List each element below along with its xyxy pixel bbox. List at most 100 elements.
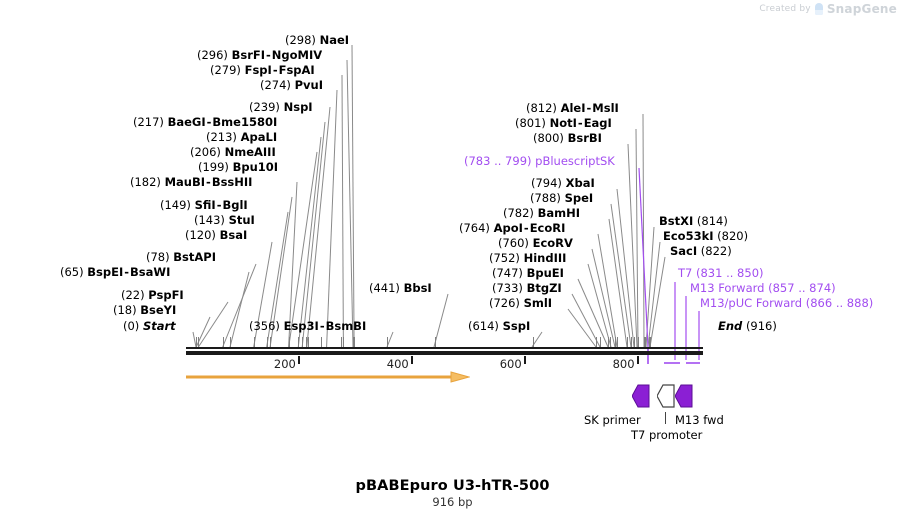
enzyme-label-SfiI-BglI[interactable]: (149) SfiI-BglI	[160, 198, 248, 212]
enzyme-label-SpeI[interactable]: (788) SpeI	[530, 192, 593, 204]
restriction-site-tick[interactable]	[617, 337, 619, 348]
enzyme-label-NmeAIII[interactable]: (206) NmeAIII	[190, 146, 276, 158]
enzyme-label-PvuI[interactable]: (274) PvuI	[260, 79, 323, 91]
enzyme-label-BstAPI[interactable]: (78) BstAPI	[146, 251, 216, 263]
enzyme-label-BstXI[interactable]: BstXI (814)	[659, 215, 728, 227]
enzyme-name: NaeI	[319, 33, 350, 47]
enzyme-label-SacI[interactable]: SacI (822)	[670, 245, 732, 257]
restriction-site-tick[interactable]	[288, 337, 290, 348]
enzyme-name: BstXI	[659, 214, 694, 228]
enzyme-label-BsrBI[interactable]: (800) BsrBI	[533, 132, 602, 144]
restriction-site-tick[interactable]	[298, 337, 300, 348]
enzyme-label-BspEI-BsaWI[interactable]: (65) BspEI-BsaWI	[60, 265, 171, 279]
enzyme-position: (149)	[160, 198, 191, 212]
restriction-site-tick[interactable]	[343, 337, 345, 348]
restriction-site-tick[interactable]	[649, 337, 651, 348]
enzyme-label-SmlI[interactable]: (726) SmlI	[489, 297, 552, 309]
orange-feature-arrow[interactable]	[185, 371, 470, 383]
enzyme-label-BtgZI[interactable]: (733) BtgZI	[492, 282, 562, 294]
restriction-site-tick[interactable]	[198, 337, 200, 348]
enzyme-position: (733)	[492, 281, 523, 295]
enzyme-label-BsaI[interactable]: (120) BsaI	[185, 229, 247, 241]
restriction-site-tick[interactable]	[627, 337, 629, 348]
restriction-site-tick[interactable]	[607, 337, 609, 348]
enzyme-name: EagI	[583, 116, 612, 130]
enzyme-label-NspI[interactable]: (239) NspI	[249, 101, 313, 113]
restriction-site-tick[interactable]	[320, 337, 322, 348]
restriction-site-tick[interactable]	[644, 337, 646, 348]
enzyme-label-BamHI[interactable]: (782) BamHI	[503, 207, 580, 219]
feature-name: M13 Forward	[690, 281, 765, 295]
enzyme-label-XbaI[interactable]: (794) XbaI	[531, 177, 595, 189]
enzyme-label-MauBI-BssHII[interactable]: (182) MauBI-BssHII	[130, 175, 253, 189]
enzyme-label-ApoI-EcoRI[interactable]: (764) ApoI-EcoRI	[459, 221, 566, 235]
enzyme-label-Eco53kI[interactable]: Eco53kI (820)	[663, 230, 748, 242]
enzyme-label-HindIII[interactable]: (752) HindIII	[489, 252, 566, 264]
feature-label-pBluescriptSK[interactable]: (783 .. 799) pBluescriptSK	[464, 155, 615, 167]
enzyme-label-AleI-MslI[interactable]: (812) AleI-MslI	[526, 101, 619, 115]
restriction-site-tick[interactable]	[434, 337, 436, 348]
axis-tick-label: 200	[273, 357, 296, 371]
restriction-site-tick[interactable]	[306, 337, 308, 348]
enzyme-name: AleI	[560, 101, 586, 115]
restriction-site-tick[interactable]	[595, 337, 597, 348]
enzyme-label-Bpu10I[interactable]: (199) Bpu10I	[198, 161, 278, 173]
enzyme-label-EcoRV[interactable]: (760) EcoRV	[498, 237, 573, 249]
axis-tick-label: 400	[386, 357, 409, 371]
enzyme-label-SspI[interactable]: (614) SspI	[468, 320, 530, 332]
enzyme-position: (822)	[700, 244, 732, 258]
t7-promoter-arrow-icon[interactable]	[657, 384, 675, 408]
enzyme-label-BseYI[interactable]: (18) BseYI	[113, 304, 176, 316]
restriction-site-tick[interactable]	[634, 337, 636, 348]
axis-start-text: Start	[142, 319, 176, 333]
enzyme-label-PspFI[interactable]: (22) PspFI	[121, 289, 184, 301]
axis-end-label: End (916)	[718, 320, 777, 332]
sequence-length-label: 916 bp	[432, 495, 473, 509]
feature-label-T7[interactable]: T7 (831 .. 850)	[678, 267, 764, 279]
feature-label-M13-pUC-Forward[interactable]: M13/pUC Forward (866 .. 888)	[700, 297, 873, 309]
restriction-site-tick[interactable]	[614, 337, 616, 348]
restriction-site-tick[interactable]	[270, 337, 272, 348]
enzyme-label-FspI-FspAI[interactable]: (279) FspI-FspAI	[210, 63, 315, 77]
restriction-site-tick[interactable]	[599, 337, 601, 348]
restriction-site-tick[interactable]	[648, 337, 650, 348]
restriction-site-tick[interactable]	[253, 337, 255, 348]
restriction-site-tick[interactable]	[645, 337, 647, 348]
enzyme-position: (726)	[489, 296, 520, 310]
feature-label-M13-Forward[interactable]: M13 Forward (857 .. 874)	[690, 282, 836, 294]
enzyme-label-BsrFI-NgoMIV[interactable]: (296) BsrFI-NgoMIV	[197, 48, 323, 62]
axis-end-text: End	[718, 319, 743, 333]
enzyme-label-StuI[interactable]: (143) StuI	[194, 214, 255, 226]
restriction-site-tick[interactable]	[630, 337, 632, 348]
enzyme-position: (760)	[498, 236, 529, 250]
enzyme-name: Esp3I	[283, 319, 319, 333]
restriction-site-tick[interactable]	[308, 337, 310, 348]
restriction-site-tick[interactable]	[230, 337, 232, 348]
restriction-site-tick[interactable]	[302, 337, 304, 348]
enzyme-position: (78)	[146, 250, 170, 264]
restriction-site-tick[interactable]	[353, 337, 355, 348]
m13-fwd-arrow-icon[interactable]	[675, 384, 693, 408]
enzyme-position: (794)	[531, 176, 562, 190]
restriction-site-tick[interactable]	[340, 337, 342, 348]
restriction-site-tick[interactable]	[638, 337, 640, 348]
enzyme-position: (274)	[260, 78, 291, 92]
restriction-site-tick[interactable]	[610, 337, 612, 348]
restriction-site-tick[interactable]	[196, 337, 198, 348]
restriction-site-tick[interactable]	[222, 337, 224, 348]
feature-range: (831 .. 850)	[696, 266, 764, 280]
restriction-site-tick[interactable]	[532, 337, 534, 348]
restriction-site-tick[interactable]	[386, 337, 388, 348]
restriction-site-tick[interactable]	[637, 337, 639, 348]
enzyme-label-BaeGI-Bme1580I[interactable]: (217) BaeGI-Bme1580I	[133, 115, 278, 129]
restriction-site-tick[interactable]	[266, 337, 268, 348]
enzyme-label-Esp3I-BsmBI[interactable]: (356) Esp3I-BsmBI	[249, 319, 367, 333]
restriction-site-tick[interactable]	[354, 337, 356, 348]
enzyme-label-NaeI[interactable]: (298) NaeI	[285, 34, 349, 46]
feature-name: pBluescriptSK	[535, 154, 615, 168]
sk-primer-arrow-icon[interactable]	[632, 384, 650, 408]
enzyme-label-NotI-EagI[interactable]: (801) NotI-EagI	[515, 116, 612, 130]
enzyme-label-ApaLI[interactable]: (213) ApaLI	[206, 131, 277, 143]
enzyme-label-BpuEI[interactable]: (747) BpuEI	[492, 267, 564, 279]
enzyme-label-BbsI[interactable]: (441) BbsI	[369, 282, 432, 294]
